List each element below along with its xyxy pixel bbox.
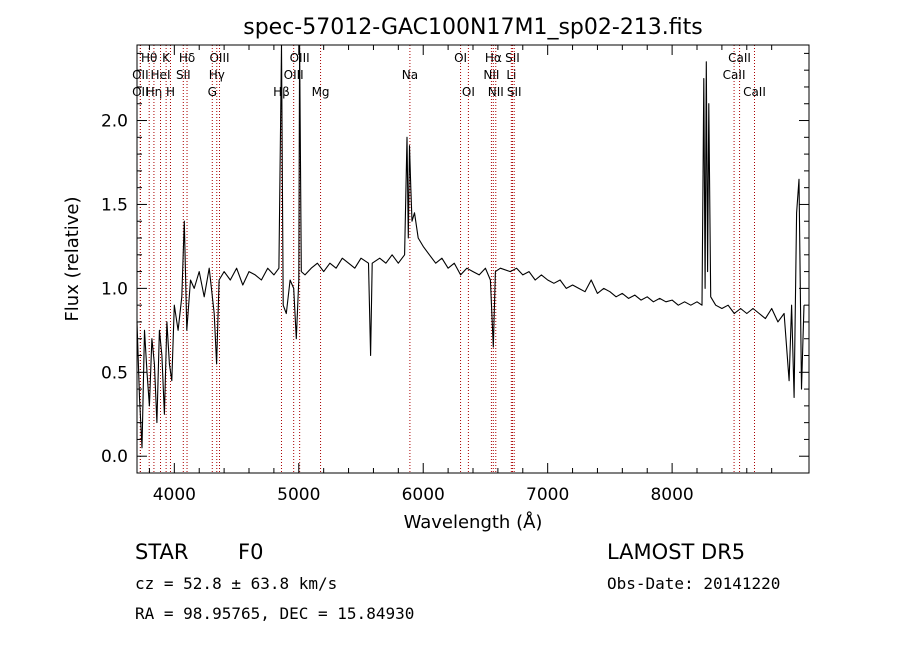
line-marker-label-15: Mg [312, 85, 330, 99]
y-tick-label-2: 1.0 [101, 279, 128, 299]
line-marker-label-11: G [208, 85, 217, 99]
line-marker-label-23: Li [506, 68, 516, 82]
y-axis-ticks: 0.0 0.5 1.0 1.5 2.0 [101, 52, 809, 467]
y-axis-label: Flux (relative) [62, 196, 83, 321]
line-marker-label-10: Hγ [209, 68, 225, 82]
x-tick-label-3: 7000 [526, 485, 569, 505]
line-marker-label-13: OIII [284, 68, 304, 82]
line-marker-label-18: OI [462, 85, 475, 99]
line-marker-label-27: CaII [743, 85, 766, 99]
chart-title: spec-57012-GAC100N17M1_sp02-213.fits [243, 15, 703, 40]
line-marker-label-0: Hθ [141, 51, 157, 65]
line-marker-label-24: SII [507, 85, 522, 99]
line-marker-label-22: SII [505, 51, 520, 65]
line-marker-label-25: CaII [728, 51, 751, 65]
x-tick-label-2: 6000 [402, 485, 445, 505]
object-class: STAR [135, 540, 189, 564]
y-tick-label-0: 0.0 [101, 447, 128, 467]
line-marker-label-5: HeI [151, 68, 171, 82]
y-tick-label-1: 0.5 [101, 363, 128, 383]
obs-date: Obs-Date: 20141220 [607, 574, 781, 593]
y-tick-label-3: 1.5 [101, 195, 128, 215]
line-marker-label-20: NII [483, 68, 499, 82]
object-subclass: F0 [238, 540, 264, 564]
line-marker-label-16: Na [402, 68, 418, 82]
line-marker-label-8: SII [176, 68, 191, 82]
spectrum-line-0 [136, 44, 805, 449]
x-tick-label-4: 8000 [650, 485, 693, 505]
line-marker-label-19: Hα [485, 51, 502, 65]
y-tick-label-4: 2.0 [101, 112, 128, 132]
line-marker-label-2: OII [132, 85, 149, 99]
line-marker-label-21: NII [488, 85, 504, 99]
redshift-value: cz = 52.8 ± 63.8 km/s [135, 574, 338, 593]
x-tick-label-1: 5000 [277, 485, 320, 505]
coordinates: RA = 98.95765, DEC = 15.84930 [135, 604, 415, 623]
line-marker-label-7: Hδ [179, 51, 195, 65]
x-tick-label-0: 4000 [153, 485, 196, 505]
line-marker-label-17: OI [454, 51, 467, 65]
x-axis-label: Wavelength (Å) [404, 511, 543, 533]
line-marker-label-6: H [166, 85, 175, 99]
spectrum-series-group [136, 44, 805, 449]
line-marker-label-3: Hη [146, 85, 163, 99]
line-marker-label-26: CaII [723, 68, 746, 82]
x-axis-ticks: 4000 5000 6000 7000 8000 [148, 45, 773, 505]
line-marker-label-4: K [162, 51, 171, 65]
survey-name: LAMOST DR5 [607, 540, 746, 564]
line-marker-label-9: OIII [209, 51, 229, 65]
